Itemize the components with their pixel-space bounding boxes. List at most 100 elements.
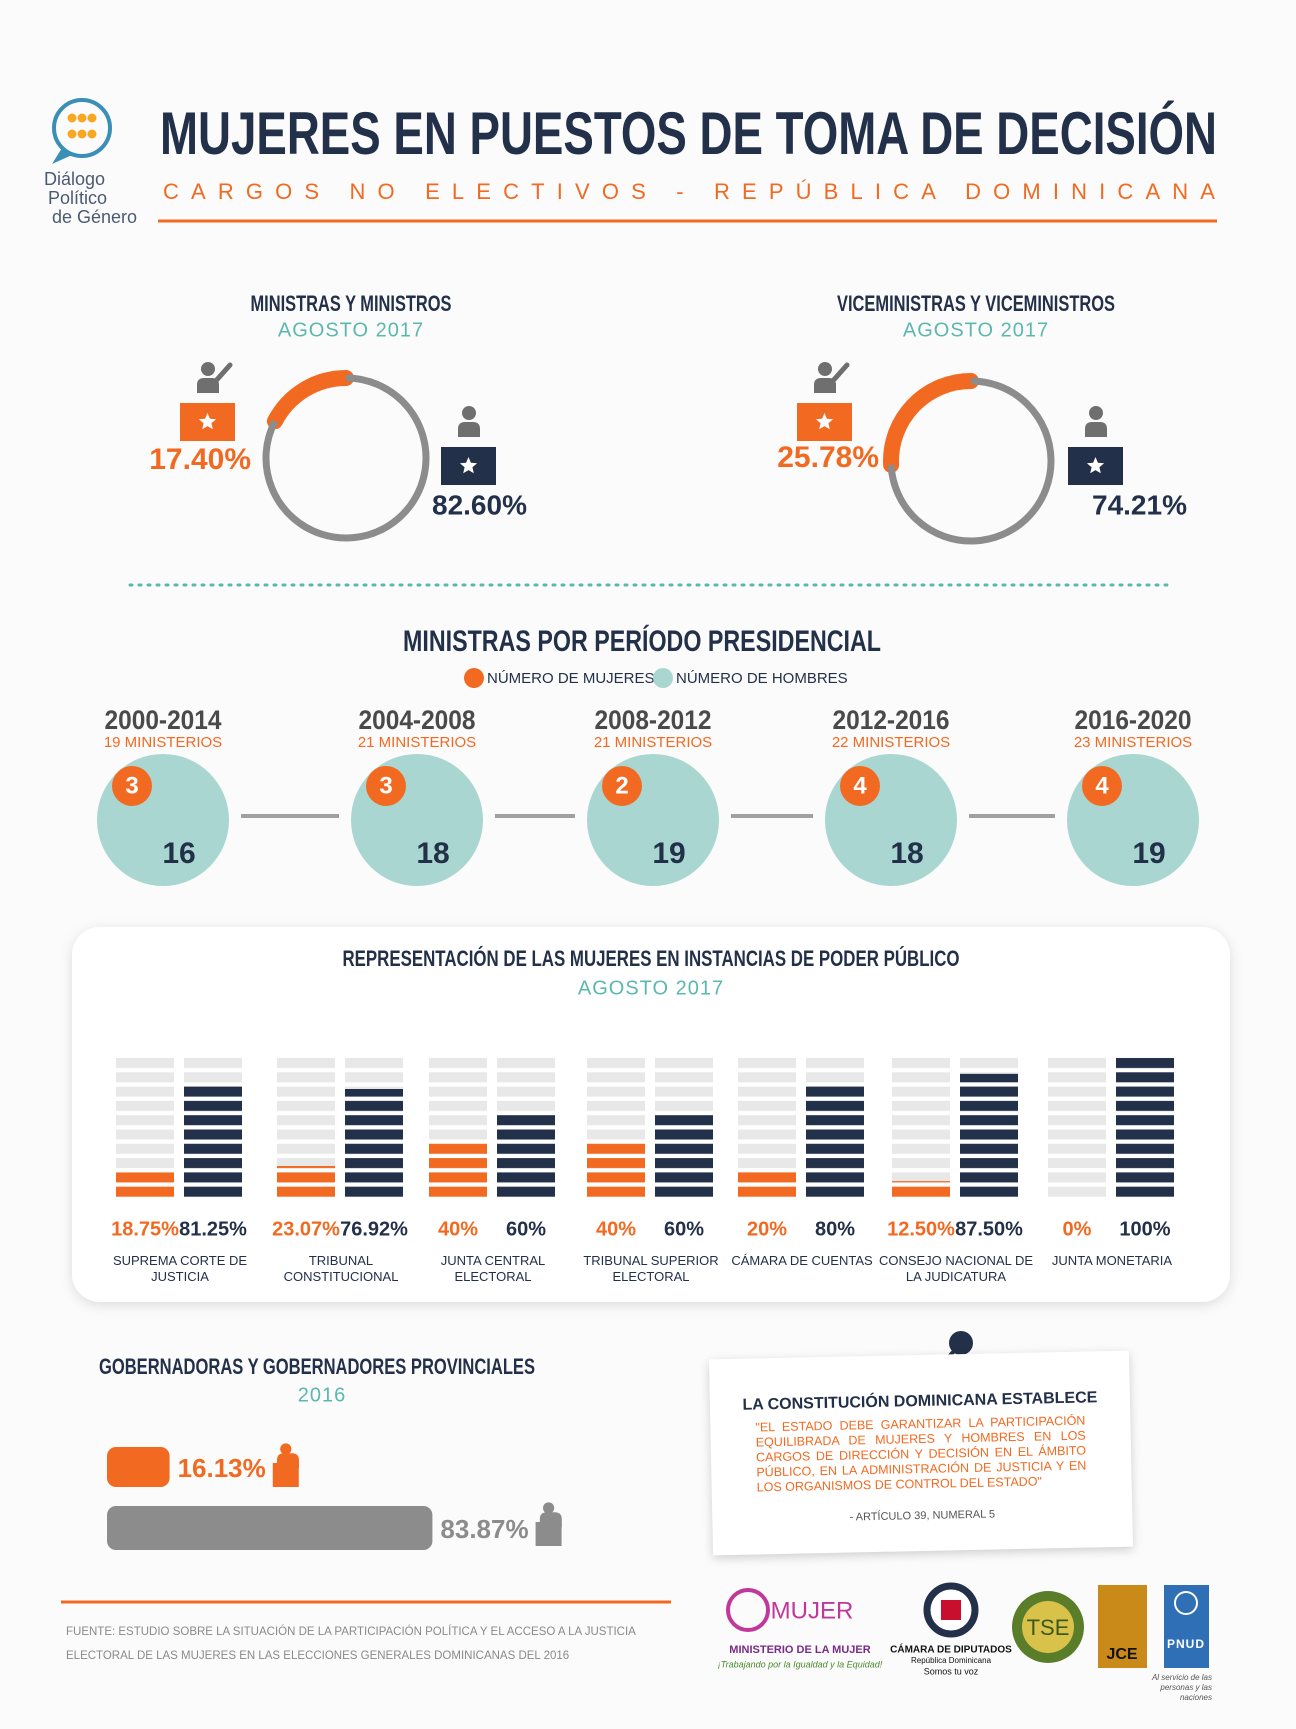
person-body (458, 422, 480, 437)
logo-camara-lema: Somos tu voz (924, 1666, 979, 1676)
women-count: 3 (379, 772, 392, 799)
person-head (462, 406, 476, 420)
chart-title: MINISTRAS POR PERÍODO PRESIDENCIAL (403, 624, 881, 658)
value-label: 18.75% (111, 1218, 179, 1240)
person-head (543, 1502, 555, 1514)
value-label: 25.78% (777, 441, 879, 474)
bar (1116, 1056, 1174, 1199)
logo-lema: ¡Trabajando por la Igualdad y la Equidad… (718, 1659, 883, 1669)
star-icon (459, 457, 478, 474)
period-label: 2004-2008 (359, 705, 476, 735)
logo-tse: TSE (1027, 1615, 1070, 1640)
logo-pnud-box (1164, 1585, 1209, 1668)
bar (587, 1141, 645, 1199)
bar (497, 1113, 555, 1199)
logo-tail (52, 148, 72, 164)
bar (738, 1170, 796, 1199)
person-head (818, 362, 832, 376)
logo-text: Político (48, 188, 107, 208)
bar (806, 1084, 864, 1199)
men-count: 18 (890, 837, 923, 870)
chart-subtitle: 2016 (298, 1384, 347, 1406)
women-count: 4 (1095, 772, 1109, 799)
footer-source: FUENTE: ESTUDIO SOBRE LA SITUACIÓN DE LA… (66, 1626, 636, 1662)
chart-subtitle: AGOSTO 2017 (578, 977, 724, 999)
value-label: 23.07% (272, 1218, 340, 1240)
bar (960, 1073, 1018, 1199)
legend-swatch (653, 668, 673, 688)
logo-text: Diálogo (44, 169, 105, 189)
pointing-arm (211, 362, 233, 386)
value-label: 87.50% (955, 1218, 1023, 1240)
person-head (201, 362, 215, 376)
women-count: 4 (853, 772, 867, 799)
logo-person (67, 113, 77, 123)
page-title: MUJERES EN PUESTOS DE TOMA DE DECISIÓN (160, 100, 1217, 167)
chart-title: MINISTRAS Y MINISTROS (251, 291, 452, 316)
value-label: 80% (815, 1218, 855, 1240)
women-circle (366, 766, 406, 806)
category-label: CÁMARA DE CUENTAS (731, 1253, 873, 1268)
value-label: 82.60% (432, 489, 527, 520)
value-label: 83.87% (440, 1514, 528, 1544)
donut-segment (887, 377, 1055, 545)
logo-ministerio: MINISTERIO DE LA MUJER (729, 1644, 870, 1656)
period-sublabel: 23 MINISTERIOS (1074, 734, 1192, 751)
period-label: 2008-2012 (595, 705, 712, 735)
period-sublabel: 19 MINISTERIOS (104, 734, 222, 751)
bar (184, 1082, 242, 1199)
bar (655, 1113, 713, 1199)
period-sublabel: 21 MINISTERIOS (594, 734, 712, 751)
star-icon (198, 413, 217, 430)
value-label: 100% (1119, 1218, 1170, 1240)
logo-person (77, 113, 87, 123)
women-circle (1082, 766, 1122, 806)
men-count: 19 (652, 837, 685, 870)
podium (535, 1522, 562, 1546)
women-count: 2 (615, 772, 628, 799)
person-head (280, 1443, 292, 1455)
logo-bubble (52, 98, 112, 158)
period-sublabel: 21 MINISTERIOS (358, 734, 476, 751)
quote-text: "EL ESTADO DEBE GARANTIZAR LA PARTICIPAC… (755, 1413, 1087, 1495)
donut-segment (266, 370, 354, 430)
legend-swatch (464, 668, 484, 688)
bar-track (1048, 1056, 1106, 1199)
value-label: 0% (1063, 1218, 1092, 1240)
pointing-arm (828, 362, 850, 386)
donut-segment (262, 374, 430, 542)
logo-jce: JCE (1106, 1646, 1137, 1663)
chart-title: VICEMINISTRAS Y VICEMINISTROS (837, 291, 1115, 316)
women-count: 3 (125, 772, 138, 799)
bar (345, 1089, 403, 1199)
women-circle (840, 766, 880, 806)
category-label: CONSEJO NACIONAL DE LA JUDICATURA (878, 1253, 1034, 1284)
value-label: 40% (596, 1218, 636, 1240)
women-circle (112, 766, 152, 806)
person-head (1089, 406, 1103, 420)
period-label: 2012-2016 (833, 705, 950, 735)
value-label: 76.92% (340, 1218, 408, 1240)
value-label: 20% (747, 1218, 787, 1240)
legend-label: NÚMERO DE HOMBRES (676, 670, 848, 687)
legend-label: NÚMERO DE MUJERES (487, 670, 655, 687)
category-label: TRIBUNAL SUPERIOR ELECTORAL (583, 1253, 719, 1284)
donut-segment (883, 373, 979, 473)
logo-text: de Género (52, 207, 137, 227)
bar (892, 1181, 950, 1199)
period-label: 2016-2020 (1075, 705, 1192, 735)
value-label: 16.13% (178, 1453, 266, 1483)
chart-subtitle: AGOSTO 2017 (278, 319, 424, 341)
card (72, 927, 1230, 1302)
value-label: 17.40% (149, 443, 251, 476)
star-icon (1086, 457, 1105, 474)
men-count: 19 (1132, 837, 1165, 870)
period-label: 2000-2014 (105, 705, 222, 735)
logo-mujer-symbol (726, 1588, 770, 1632)
women-circle (602, 766, 642, 806)
quote-title: LA CONSTITUCIÓN DOMINICANA ESTABLECE (742, 1389, 1098, 1414)
period-sublabel: 22 MINISTERIOS (832, 734, 950, 751)
category-label: JUNTA CENTRAL ELECTORAL (440, 1253, 546, 1284)
star-icon (815, 413, 834, 430)
logo-person (87, 113, 97, 123)
